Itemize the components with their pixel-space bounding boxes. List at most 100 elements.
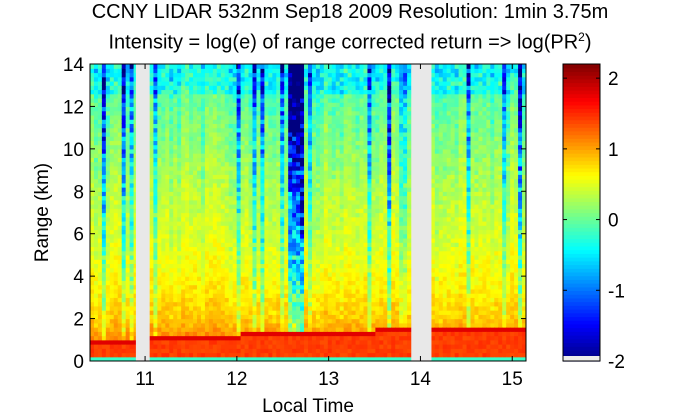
heatmap-cell (319, 344, 325, 349)
heatmap-cell (252, 187, 258, 192)
heatmap-cell (272, 68, 277, 74)
heatmap-cell (117, 356, 123, 361)
heatmap-cell (117, 276, 123, 281)
heatmap-cell (208, 284, 214, 290)
heatmap-cell (256, 153, 262, 158)
heatmap-cell (197, 93, 202, 99)
heatmap-cell (204, 356, 210, 361)
heatmap-cell (300, 178, 305, 184)
heatmap-cell (296, 229, 301, 235)
heatmap-cell (97, 110, 103, 116)
heatmap-cell (288, 191, 293, 197)
heatmap-cell (244, 127, 250, 133)
heatmap-cell (244, 64, 250, 69)
heatmap-cell (193, 356, 198, 361)
heatmap-cell (240, 123, 246, 129)
heatmap-cell (308, 110, 313, 116)
heatmap-cell (335, 310, 341, 315)
heatmap-cell (315, 280, 321, 286)
heatmap-cell (248, 225, 254, 231)
heatmap-cell (161, 267, 166, 273)
heatmap-cell (327, 144, 333, 150)
heatmap-cell (189, 331, 194, 337)
heatmap-cell (177, 208, 182, 214)
heatmap-cell (193, 271, 198, 277)
heatmap-cell (339, 136, 345, 141)
heatmap-cell (113, 322, 119, 328)
heatmap-cell (260, 310, 265, 315)
heatmap-cell (264, 267, 269, 273)
heatmap-cell (284, 64, 289, 69)
heatmap-cell (264, 187, 269, 192)
heatmap-cell (288, 68, 293, 74)
heatmap-cell (161, 356, 166, 361)
heatmap-cell (117, 187, 123, 192)
heatmap-cell (363, 293, 369, 298)
heatmap-cell (161, 216, 166, 222)
heatmap-cell (90, 242, 95, 248)
heatmap-cell (200, 119, 206, 124)
heatmap-cell (331, 263, 337, 269)
heatmap-cell (121, 348, 127, 354)
heatmap-cell (212, 170, 218, 175)
heatmap-cell (117, 80, 123, 86)
heatmap-cell (315, 195, 321, 201)
heatmap-cell (260, 93, 265, 99)
heatmap-cell (292, 68, 297, 74)
heatmap-cell (129, 297, 135, 303)
heatmap-cell (343, 76, 349, 82)
heatmap-cell (133, 93, 139, 99)
heatmap-cell (129, 225, 135, 231)
heatmap-cell (220, 246, 226, 252)
heatmap-cell (161, 131, 166, 137)
heatmap-cell (165, 233, 170, 239)
heatmap-cell (256, 267, 262, 273)
heatmap-cell (280, 276, 285, 281)
heatmap-cell (268, 314, 273, 320)
heatmap-cell (288, 263, 293, 269)
heatmap-cell (311, 305, 317, 311)
heatmap-cell (177, 123, 182, 129)
heatmap-cell (284, 237, 289, 243)
heatmap-cell (292, 271, 297, 277)
heatmap-cell (117, 97, 123, 103)
heatmap-cell (165, 174, 170, 180)
heatmap-cell (232, 293, 238, 298)
heatmap-cell (288, 89, 293, 95)
heatmap-cell (280, 199, 285, 205)
heatmap-cell (323, 195, 329, 201)
heatmap-cell (185, 110, 190, 116)
heatmap-cell (169, 106, 174, 112)
heatmap-cell (133, 271, 139, 277)
heatmap-cell (248, 85, 254, 91)
heatmap-cell (308, 237, 313, 243)
heatmap-cell (351, 229, 357, 235)
heatmap-cell (236, 348, 242, 354)
heatmap-cell (343, 327, 349, 332)
heatmap-cell (260, 356, 265, 361)
heatmap-cell (244, 68, 250, 74)
heatmap-cell (149, 148, 155, 154)
heatmap-cell (343, 280, 349, 286)
heatmap-cell (276, 127, 281, 133)
heatmap-cell (256, 106, 262, 112)
heatmap-cell (304, 191, 309, 197)
heatmap-cell (224, 127, 230, 133)
heatmap-cell (347, 293, 353, 298)
heatmap-cell (371, 293, 376, 298)
heatmap-cell (208, 229, 214, 235)
heatmap-cell (244, 106, 250, 112)
heatmap-cell (232, 229, 238, 235)
heatmap-cell (284, 80, 289, 86)
heatmap-cell (193, 187, 198, 192)
heatmap-cell (228, 229, 234, 235)
heatmap-cell (323, 216, 329, 222)
heatmap-cell (367, 233, 373, 239)
heatmap-cell (367, 195, 373, 201)
heatmap-cell (339, 305, 345, 311)
heatmap-cell (296, 131, 301, 137)
heatmap-cell (284, 144, 289, 150)
heatmap-cell (133, 216, 139, 222)
heatmap-cell (300, 157, 305, 163)
heatmap-cell (276, 140, 281, 146)
